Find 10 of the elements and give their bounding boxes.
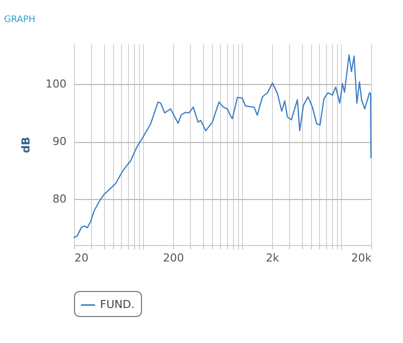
chart-title: GRAPH: [4, 15, 36, 25]
x-tick-label: 200: [163, 252, 184, 264]
legend-label: FUND.: [100, 298, 135, 311]
y-axis-title: dB: [20, 136, 33, 154]
y-tick-label: 100: [46, 78, 66, 91]
x-tick-label: 2k: [266, 252, 280, 264]
y-tick-label: 80: [52, 192, 66, 206]
x-tick-label: 20k: [351, 252, 372, 264]
x-tick-label: 20: [74, 252, 88, 264]
y-tick-label: 90: [52, 135, 66, 148]
